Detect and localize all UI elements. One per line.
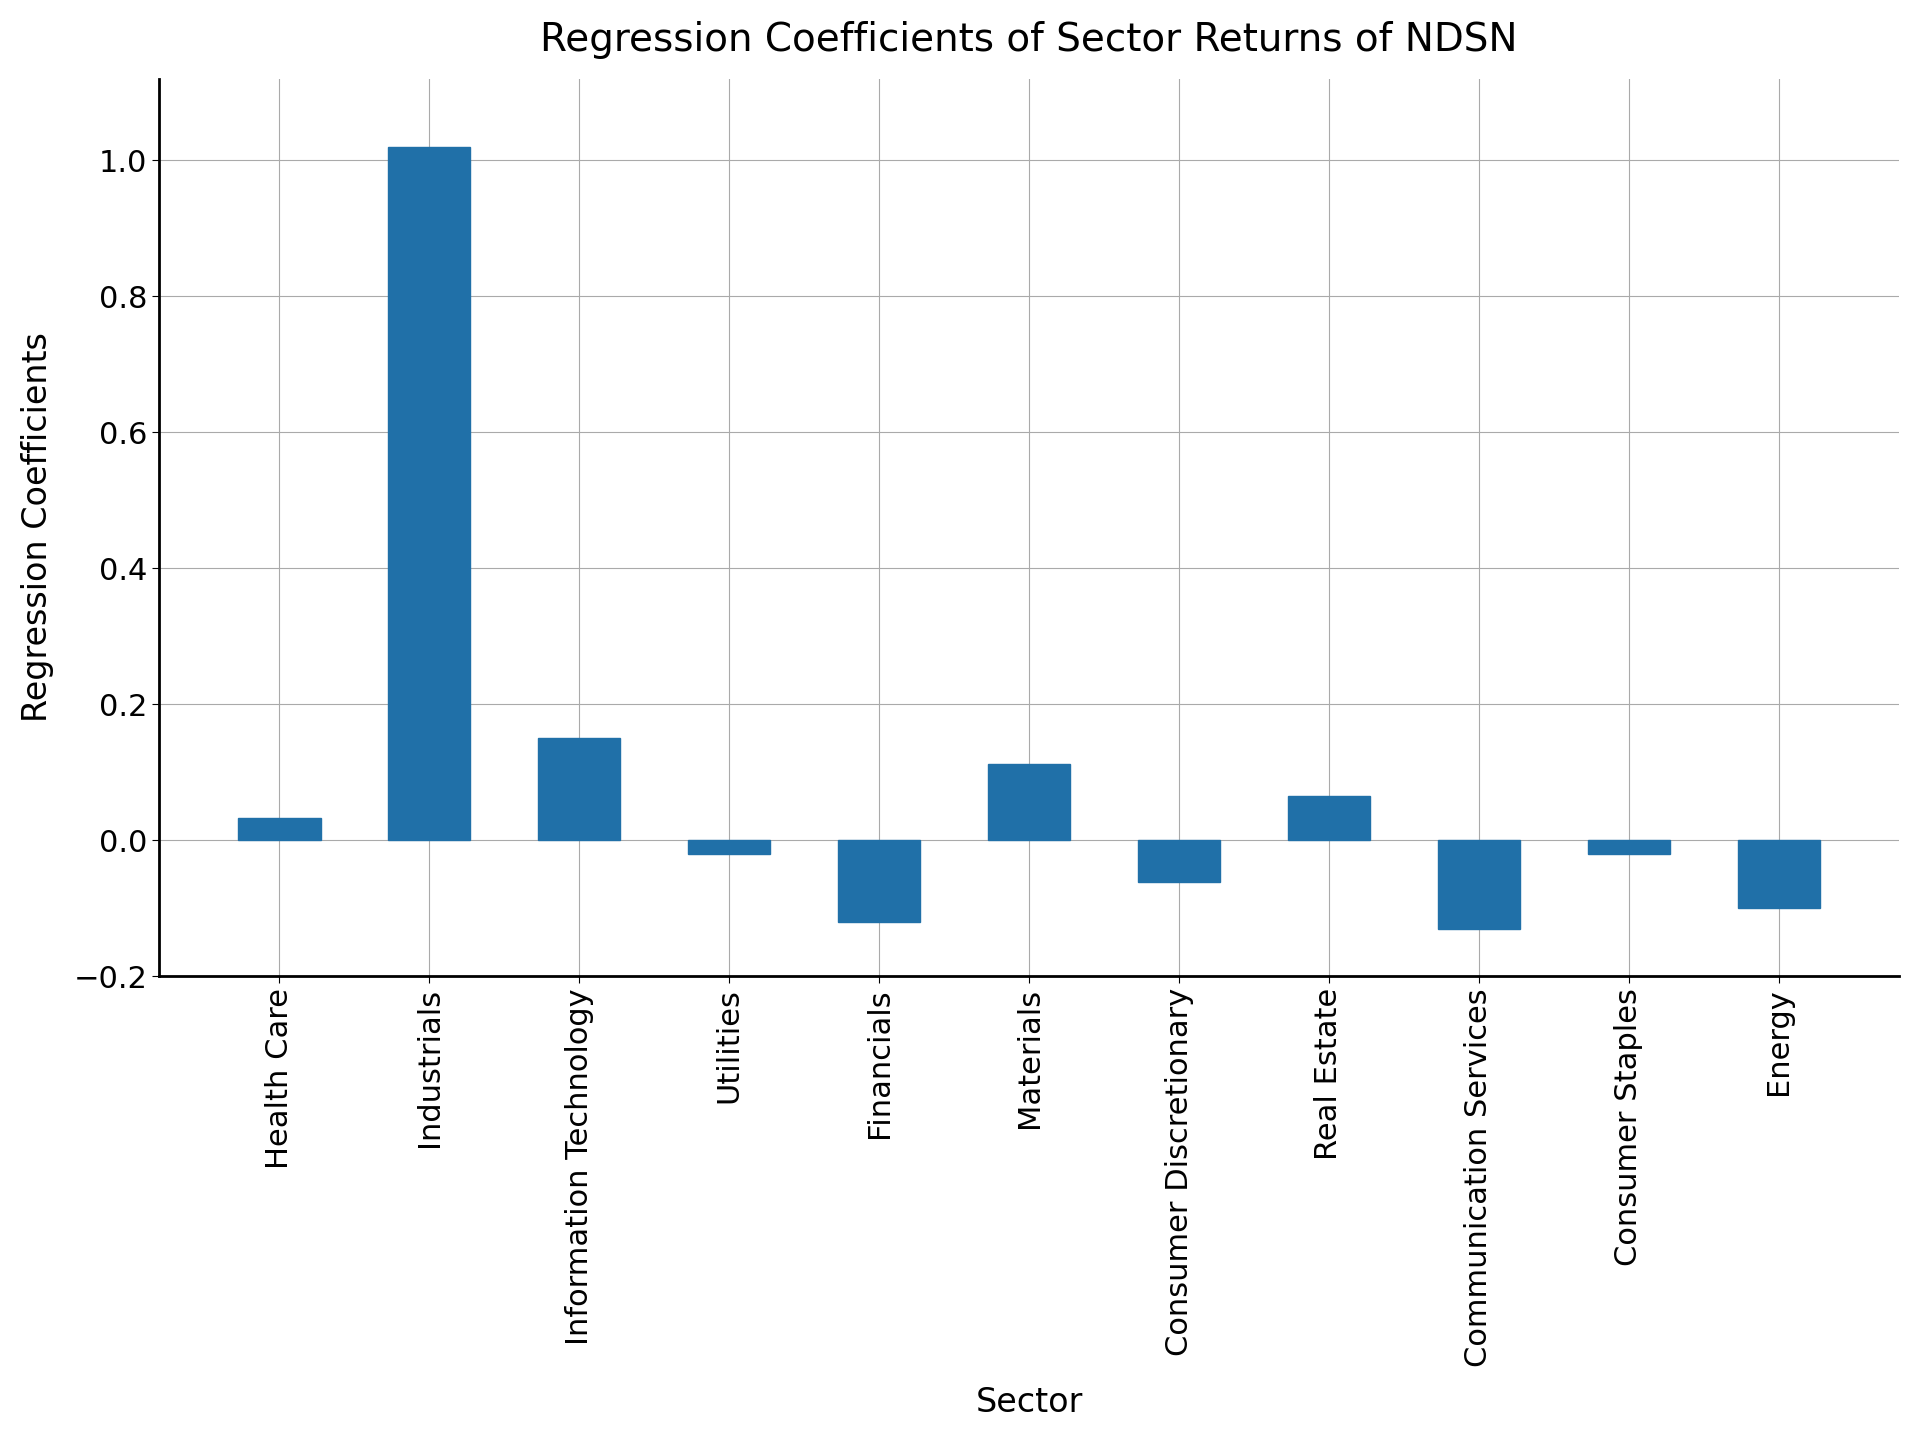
Bar	[1438, 841, 1521, 929]
Bar	[687, 841, 770, 854]
Bar	[1139, 841, 1221, 883]
Bar	[1588, 841, 1670, 854]
Bar	[238, 818, 321, 841]
X-axis label: Sector: Sector	[975, 1387, 1083, 1420]
Bar	[1288, 796, 1371, 841]
Bar	[538, 739, 620, 841]
Bar	[837, 841, 920, 922]
Y-axis label: Regression Coefficients: Regression Coefficients	[21, 333, 54, 723]
Bar	[987, 765, 1069, 841]
Bar	[388, 147, 470, 841]
Title: Regression Coefficients of Sector Returns of NDSN: Regression Coefficients of Sector Return…	[540, 20, 1519, 59]
Bar	[1738, 841, 1820, 909]
